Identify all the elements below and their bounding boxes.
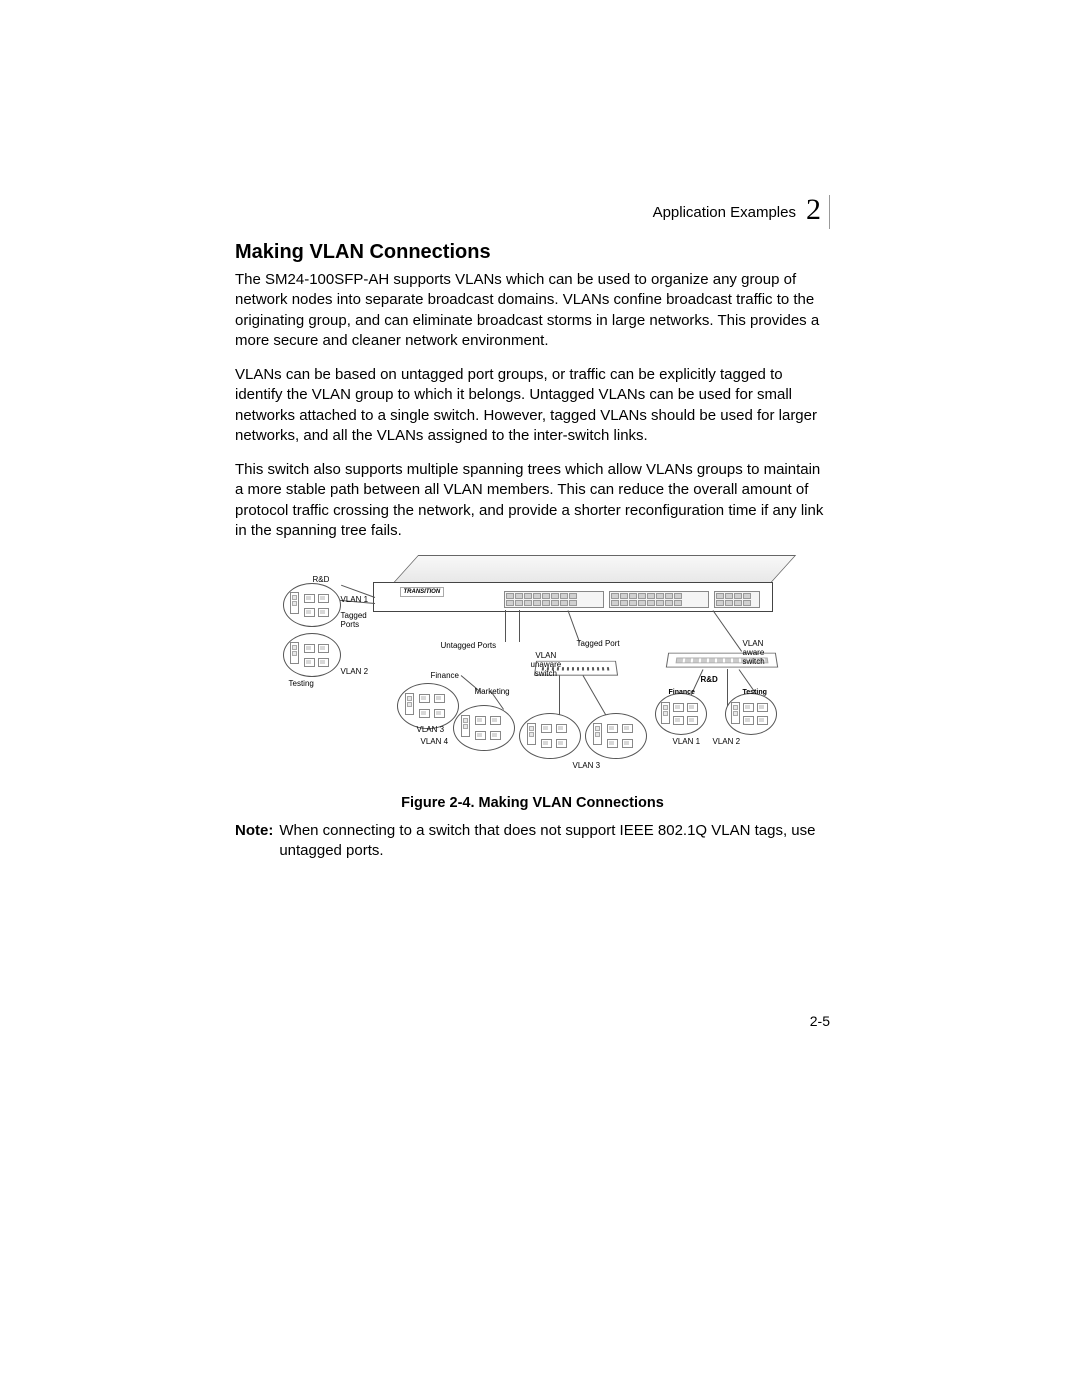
vlan-diagram: TRANSITION xyxy=(283,555,783,785)
oval-testing xyxy=(283,633,341,677)
note-label: Note: xyxy=(235,821,273,862)
label-finance-right: Finance xyxy=(669,689,695,696)
oval-finance xyxy=(397,683,459,729)
port-block-3 xyxy=(714,591,760,608)
figure-caption: Figure 2-4. Making VLAN Connections xyxy=(283,795,783,811)
page-header: Application Examples 2 xyxy=(653,195,830,229)
figure: TRANSITION xyxy=(283,555,783,811)
oval-aware-test xyxy=(725,693,777,735)
label-vlan3-l: VLAN 3 xyxy=(417,725,445,734)
paragraph-1: The SM24-100SFP-AH supports VLANs which … xyxy=(235,270,830,351)
paragraph-3: This switch also supports multiple spann… xyxy=(235,460,830,541)
label-vlan1-right: VLAN 1 xyxy=(673,737,701,746)
label-vlan3-bottom: VLAN 3 xyxy=(573,761,601,770)
label-testing: Testing xyxy=(289,679,314,688)
label-vlan-unaware: VLAN unaware switch xyxy=(531,651,562,678)
label-vlan1: VLAN 1 xyxy=(341,595,369,604)
label-vlan-aware: VLAN aware switch xyxy=(743,639,765,666)
port-block-2 xyxy=(609,591,709,608)
label-vlan2: VLAN 2 xyxy=(341,667,369,676)
paragraph-2: VLANs can be based on untagged port grou… xyxy=(235,365,830,446)
label-rd-right: R&D xyxy=(701,675,718,684)
oval-rd xyxy=(283,583,341,627)
label-untagged-ports: Untagged Ports xyxy=(441,641,497,650)
oval-aware-fin xyxy=(655,693,707,735)
label-tagged-ports: Tagged Ports xyxy=(341,611,367,629)
note-text: When connecting to a switch that does no… xyxy=(279,821,830,862)
label-vlan4: VLAN 4 xyxy=(421,737,449,746)
page-number: 2-5 xyxy=(810,1013,830,1029)
content: Making VLAN Connections The SM24-100SFP-… xyxy=(235,241,830,862)
label-marketing: Marketing xyxy=(475,687,510,696)
section-title: Making VLAN Connections xyxy=(235,241,830,264)
switch-logo: TRANSITION xyxy=(400,587,445,597)
label-tagged-port: Tagged Port xyxy=(577,639,620,648)
section-label: Application Examples xyxy=(653,204,796,221)
oval-unaware-1 xyxy=(519,713,581,759)
label-testing-right: Testing xyxy=(743,689,767,696)
main-switch: TRANSITION xyxy=(373,555,779,613)
oval-unaware-2 xyxy=(585,713,647,759)
port-block-1 xyxy=(504,591,604,608)
label-rd: R&D xyxy=(313,575,330,584)
label-finance: Finance xyxy=(431,671,459,680)
chapter-number: 2 xyxy=(806,195,830,229)
note: Note: When connecting to a switch that d… xyxy=(235,821,830,862)
oval-marketing xyxy=(453,705,515,751)
label-vlan2-right: VLAN 2 xyxy=(713,737,741,746)
